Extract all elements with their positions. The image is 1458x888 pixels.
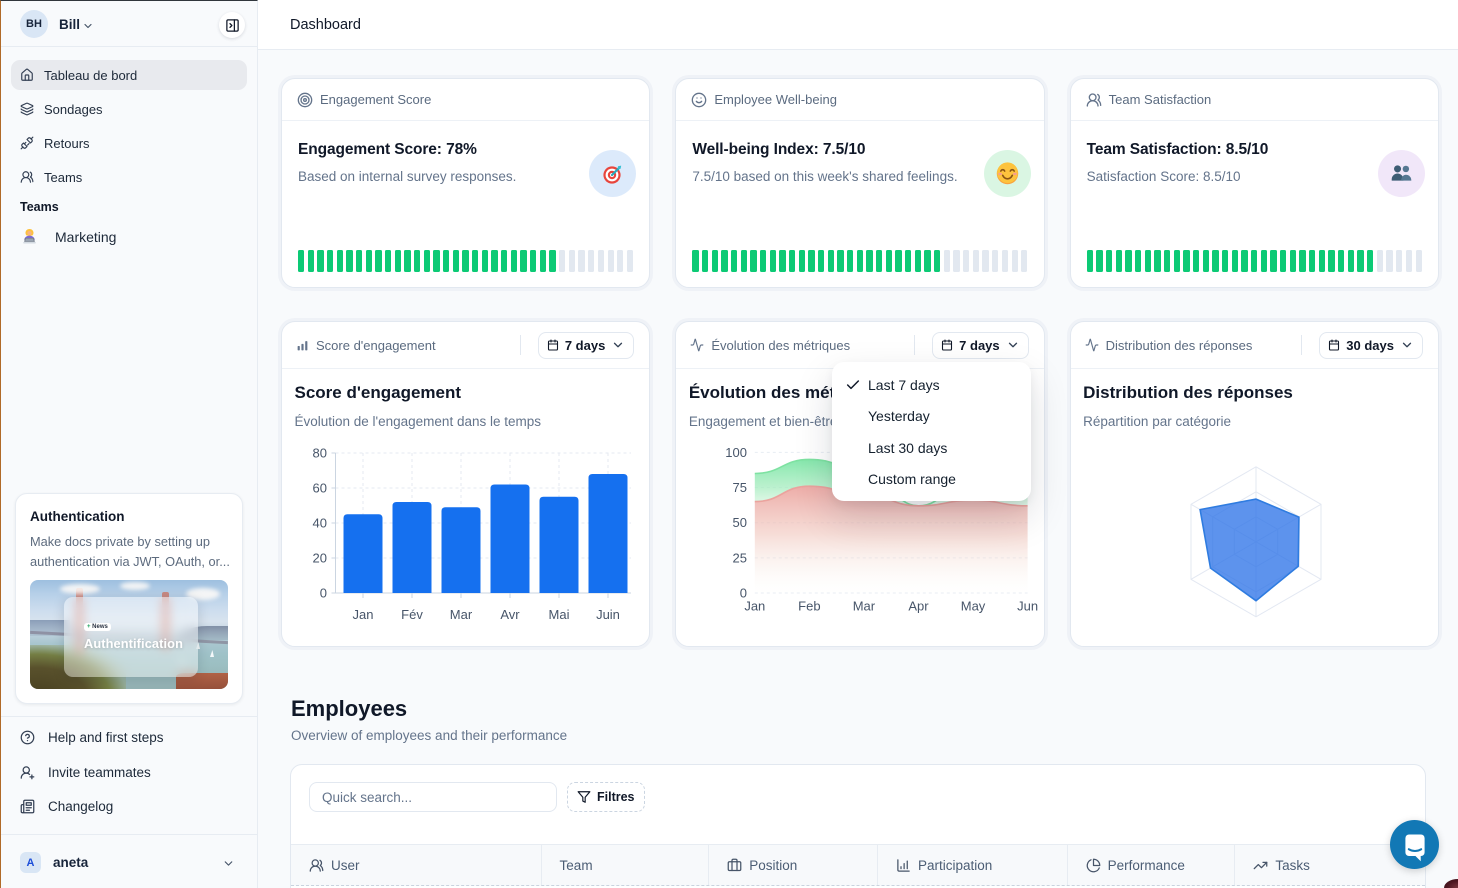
- svg-text:Jan: Jan: [745, 599, 766, 614]
- svg-text:Apr: Apr: [909, 599, 930, 614]
- svg-text:Avr: Avr: [500, 607, 520, 622]
- svg-text:Juin: Juin: [596, 607, 620, 622]
- svg-text:Mai: Mai: [549, 607, 570, 622]
- svg-text:20: 20: [313, 551, 327, 566]
- svg-text:75: 75: [733, 480, 747, 495]
- svg-text:Jan: Jan: [353, 607, 374, 622]
- svg-text:Mar: Mar: [853, 599, 876, 614]
- svg-text:0: 0: [320, 586, 327, 601]
- svg-text:Fév: Fév: [401, 607, 423, 622]
- svg-text:60: 60: [313, 481, 327, 496]
- svg-text:100: 100: [726, 445, 748, 460]
- svg-text:40: 40: [313, 516, 327, 531]
- svg-text:Jun: Jun: [1017, 599, 1038, 614]
- svg-text:25: 25: [733, 550, 747, 565]
- svg-text:0: 0: [740, 586, 747, 601]
- svg-text:Feb: Feb: [798, 599, 820, 614]
- svg-text:May: May: [961, 599, 986, 614]
- svg-text:80: 80: [313, 446, 327, 461]
- svg-text:50: 50: [733, 515, 747, 530]
- svg-text:Mar: Mar: [450, 607, 473, 622]
